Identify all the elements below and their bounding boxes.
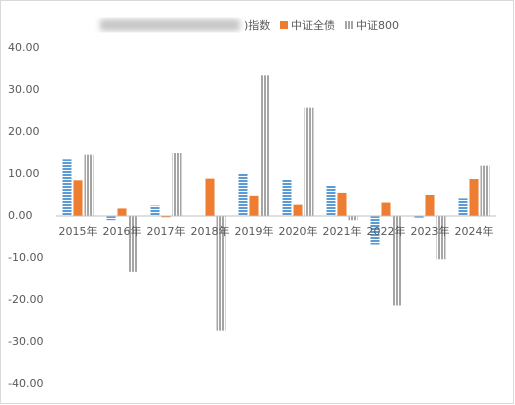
bar: [282, 179, 292, 216]
bar: [216, 216, 226, 331]
y-tick-label: 40.00: [8, 41, 40, 54]
bar: [392, 216, 402, 306]
bar: [293, 204, 303, 216]
y-tick-label: -10.00: [8, 251, 43, 264]
bar: [414, 216, 424, 218]
blurred-legend-text: [100, 19, 240, 31]
x-tick-label: 2018年: [191, 224, 230, 238]
bar: [425, 195, 435, 216]
bar: [260, 75, 270, 216]
bar: [62, 159, 72, 216]
legend-swatch: [280, 21, 288, 29]
bar: [348, 216, 358, 221]
bar: [480, 165, 490, 216]
bar: [117, 208, 127, 216]
bar: [436, 216, 446, 260]
y-tick-label: 0.00: [8, 209, 33, 222]
bar: [73, 180, 83, 216]
bar: [370, 216, 380, 245]
y-tick-label: 20.00: [8, 125, 40, 138]
bar: [238, 173, 248, 216]
x-tick-label: 2015年: [59, 224, 98, 238]
bar: [106, 216, 116, 221]
bar: [326, 185, 336, 216]
bar: [304, 107, 314, 216]
bar: [128, 216, 138, 272]
x-tick-label: 2019年: [235, 224, 274, 238]
x-tick-label: 2016年: [103, 224, 142, 238]
bar: [205, 178, 215, 216]
x-tick-label: 2024年: [455, 224, 494, 238]
bar: [249, 195, 259, 216]
y-tick-label: -20.00: [8, 293, 43, 306]
legend-label: )指数: [244, 18, 270, 32]
y-tick-label: 30.00: [8, 83, 40, 96]
bar: [84, 154, 94, 216]
legend-label: 中证全债: [291, 18, 335, 32]
x-tick-label: 2022年: [367, 224, 406, 238]
bar: [337, 192, 347, 216]
x-tick-label: 2023年: [411, 224, 450, 238]
y-tick-label: 10.00: [8, 167, 40, 180]
bar: [161, 216, 171, 218]
bar: [381, 202, 391, 216]
bar: [172, 153, 182, 216]
x-tick-label: 2021年: [323, 224, 362, 238]
y-tick-label: -30.00: [8, 335, 43, 348]
x-tick-label: 2017年: [147, 224, 186, 238]
bar: [458, 198, 468, 216]
bar: [150, 205, 160, 216]
x-tick-label: 2020年: [279, 224, 318, 238]
legend-swatch: [345, 21, 353, 29]
y-tick-label: -40.00: [8, 377, 43, 390]
bar: [469, 179, 479, 216]
legend-label: 中证800: [356, 19, 399, 32]
